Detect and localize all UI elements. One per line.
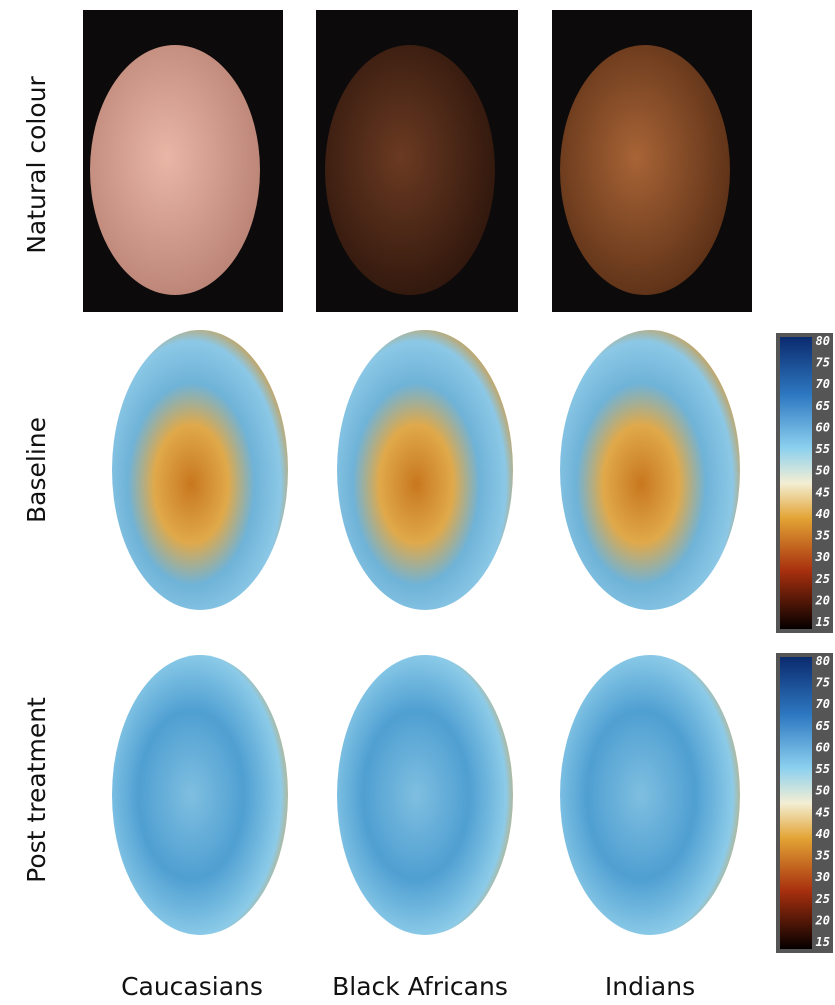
- colorbar-tick: 15: [816, 935, 830, 949]
- column-label: Black Africans: [332, 972, 508, 1001]
- colorbar-tick: 70: [816, 697, 830, 711]
- colorbar-tick: 35: [815, 529, 830, 543]
- colorbar-tick: 50: [816, 464, 830, 478]
- colorbar-tick: 30: [815, 550, 830, 564]
- row-label: Natural colour: [22, 76, 51, 254]
- row-label: Post treatment: [22, 697, 51, 883]
- colorbar-tick: 75: [816, 356, 830, 370]
- colorbar-tick: 30: [815, 870, 830, 884]
- colorbar-tick: 40: [816, 507, 830, 521]
- heat-maps: [112, 330, 740, 935]
- colorbar-tick: 55: [816, 442, 830, 456]
- colorbar-tick: 15: [816, 615, 830, 629]
- colorbar-tick: 65: [816, 399, 830, 413]
- colorbar-tick: 20: [815, 593, 830, 607]
- colorbar-tick: 60: [816, 420, 830, 434]
- colorbars: [776, 333, 833, 953]
- column-label: Caucasians: [121, 972, 263, 1001]
- colorbar-tick: 45: [816, 805, 830, 819]
- colorbar-tick: 60: [816, 740, 830, 754]
- column-label: Indians: [605, 972, 695, 1001]
- colorbar-tick: 50: [816, 784, 830, 798]
- colorbar-tick: 20: [815, 913, 830, 927]
- colorbar-tick: 25: [815, 572, 830, 586]
- colorbar-tick: 25: [815, 892, 830, 906]
- row-label: Baseline: [22, 417, 51, 523]
- colorbar-tick: 80: [816, 334, 830, 348]
- colorbar-tick: 80: [816, 654, 830, 668]
- colorbar-tick: 35: [815, 849, 830, 863]
- colorbar-tick: 45: [816, 485, 830, 499]
- colorbar-tick: 40: [816, 827, 830, 841]
- colorbar-tick: 75: [816, 676, 830, 690]
- colorbar-tick: 55: [816, 762, 830, 776]
- colorbar-tick: 65: [816, 719, 830, 733]
- colorbar-tick: 70: [816, 377, 830, 391]
- photos: [83, 10, 752, 312]
